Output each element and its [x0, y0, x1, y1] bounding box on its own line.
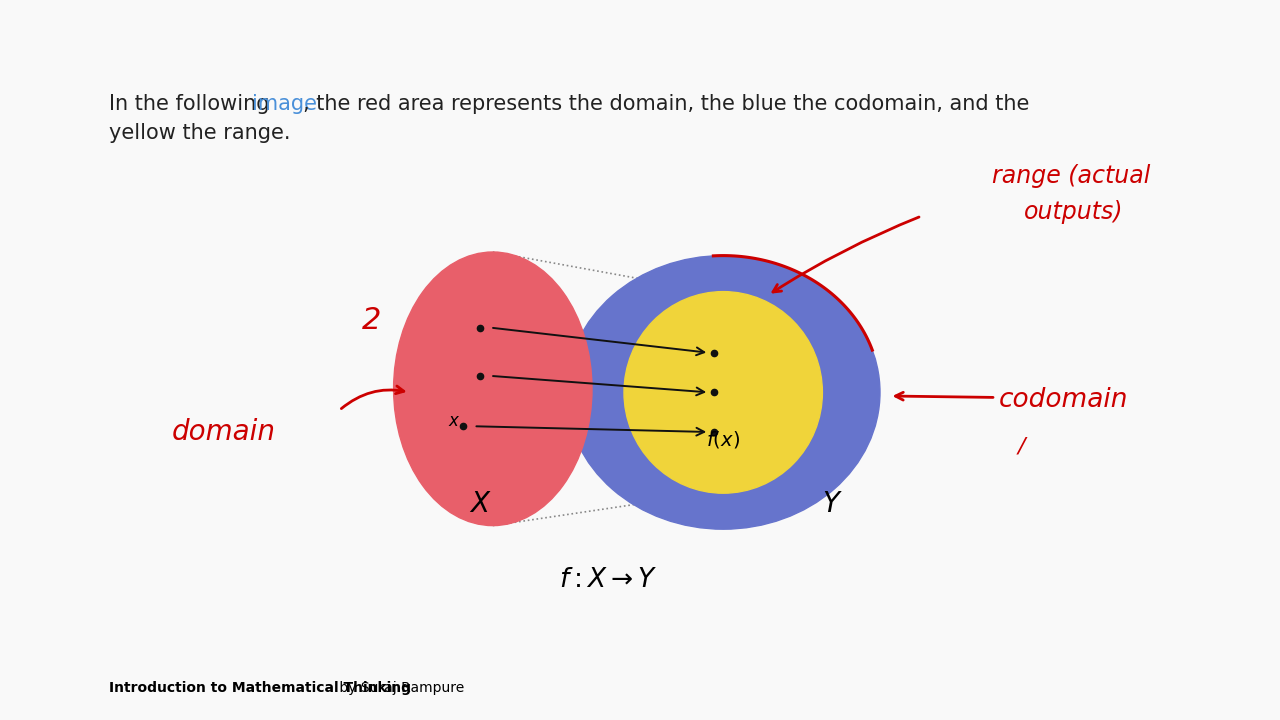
Text: /: / [1018, 436, 1025, 456]
Text: $Y$: $Y$ [822, 490, 842, 518]
Ellipse shape [394, 252, 591, 526]
Text: by Suraj Rampure: by Suraj Rampure [335, 680, 465, 695]
Text: outputs): outputs) [1024, 200, 1124, 225]
Text: $x$: $x$ [448, 412, 461, 430]
Ellipse shape [566, 256, 881, 529]
Text: 2: 2 [361, 306, 381, 335]
Text: Introduction to Mathematical Thinking: Introduction to Mathematical Thinking [109, 680, 411, 695]
Text: domain: domain [172, 418, 276, 446]
Text: yellow the range.: yellow the range. [109, 123, 291, 143]
Text: $X$: $X$ [468, 490, 492, 518]
Text: $f: X \rightarrow Y$: $f: X \rightarrow Y$ [558, 567, 658, 593]
Ellipse shape [623, 292, 823, 493]
Text: image: image [252, 94, 317, 114]
Text: range (actual: range (actual [992, 164, 1151, 189]
Text: codomain: codomain [998, 387, 1128, 413]
Text: , the red area represents the domain, the blue the codomain, and the: , the red area represents the domain, th… [303, 94, 1029, 114]
Text: In the following: In the following [109, 94, 276, 114]
Text: $f(x)$: $f(x)$ [707, 428, 740, 450]
